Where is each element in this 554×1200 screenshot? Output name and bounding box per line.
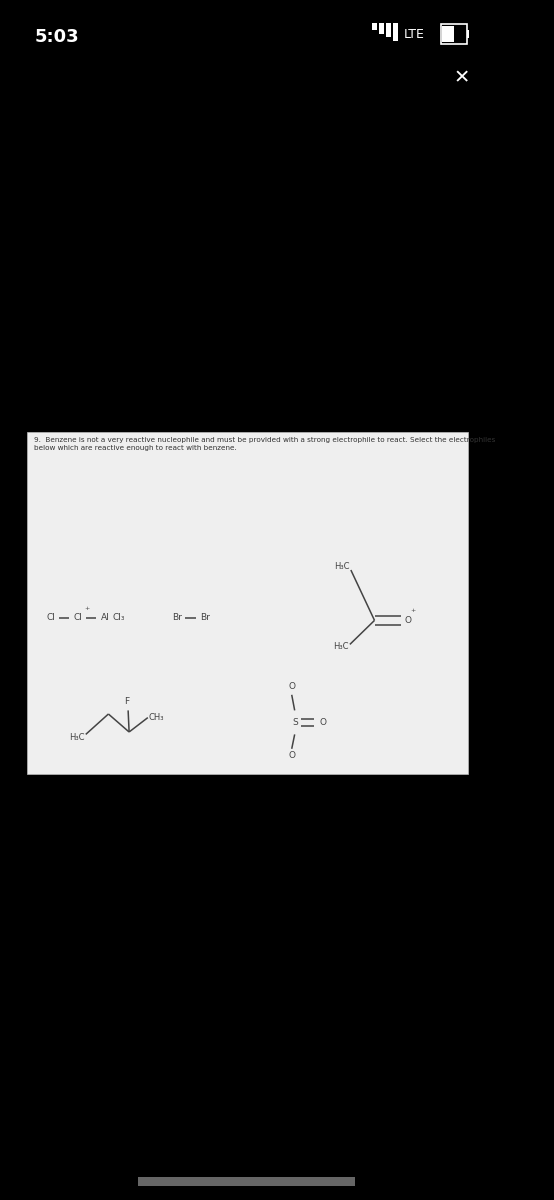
Text: H₃C: H₃C [334,642,349,652]
Bar [372,23,377,30]
Text: Al: Al [100,613,109,623]
FancyBboxPatch shape [27,432,468,774]
Text: H₃C: H₃C [69,733,85,743]
Text: O: O [319,718,326,727]
Text: Cl₃: Cl₃ [112,613,125,623]
Text: Cl: Cl [74,613,83,623]
Text: ✕: ✕ [453,68,470,88]
Bar [386,23,391,37]
Text: 5:03: 5:03 [34,28,79,46]
Bar [442,26,454,42]
Bar [466,30,469,38]
Text: CH₃: CH₃ [149,713,165,722]
Bar [393,23,398,41]
Bar [138,1177,355,1186]
Text: O: O [404,616,411,625]
Text: LTE: LTE [404,28,425,41]
Text: Br: Br [172,613,182,623]
Text: Br: Br [200,613,210,623]
Text: O: O [288,751,295,761]
Text: +: + [410,608,416,613]
Text: 9.  Benzene is not a very reactive nucleophile and must be provided with a stron: 9. Benzene is not a very reactive nucleo… [33,437,495,451]
Text: S: S [293,718,299,727]
Text: H₃C: H₃C [335,562,350,571]
Text: Cl: Cl [47,613,56,623]
Text: F: F [124,697,129,707]
Text: O: O [288,682,295,691]
Text: +: + [85,606,90,611]
Bar [379,23,384,34]
